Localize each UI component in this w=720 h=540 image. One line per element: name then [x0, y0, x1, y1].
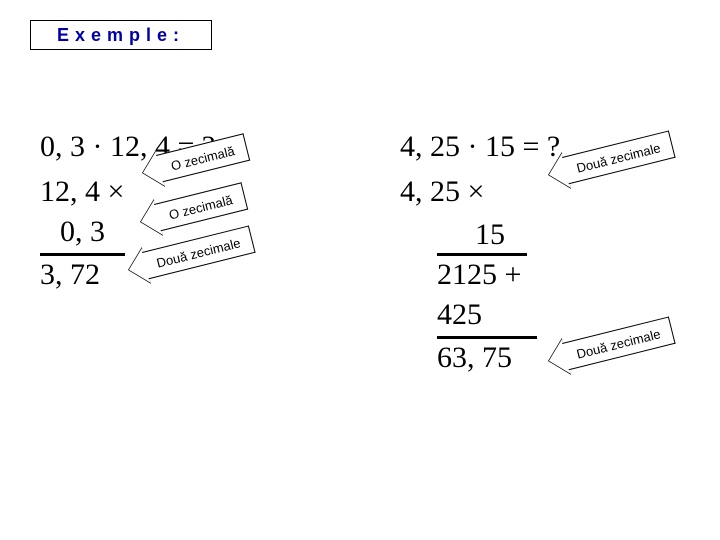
right-divider-1: [437, 253, 527, 256]
right-line-4: 425: [437, 298, 482, 332]
right-line-1: 4, 25 ×: [400, 175, 484, 209]
arrow-label: Două zecimale: [562, 130, 676, 184]
right-line-3: 2125 +: [437, 258, 521, 292]
right-equation: 4, 25 · 15 = ?: [400, 130, 560, 164]
right-line-2: 15: [475, 218, 505, 252]
left-divider: [40, 253, 125, 256]
left-line-1: 12, 4 ×: [40, 175, 124, 209]
right-divider-2: [437, 336, 537, 339]
left-result: 3, 72: [40, 258, 100, 292]
right-result: 63, 75: [437, 341, 512, 375]
title-box: Exemple:: [30, 20, 212, 50]
arrow-label: Două zecimale: [562, 316, 676, 370]
arrow-doua-zecimale-2: Două zecimale: [544, 126, 681, 193]
left-line-2: 0, 3: [60, 215, 105, 249]
title-text: Exemple:: [57, 25, 185, 45]
arrow-doua-zecimale-3: Două zecimale: [544, 312, 681, 379]
slide-stage: Exemple: 0, 3 · 12, 4 = ? 12, 4 × 0, 3 3…: [0, 0, 720, 540]
